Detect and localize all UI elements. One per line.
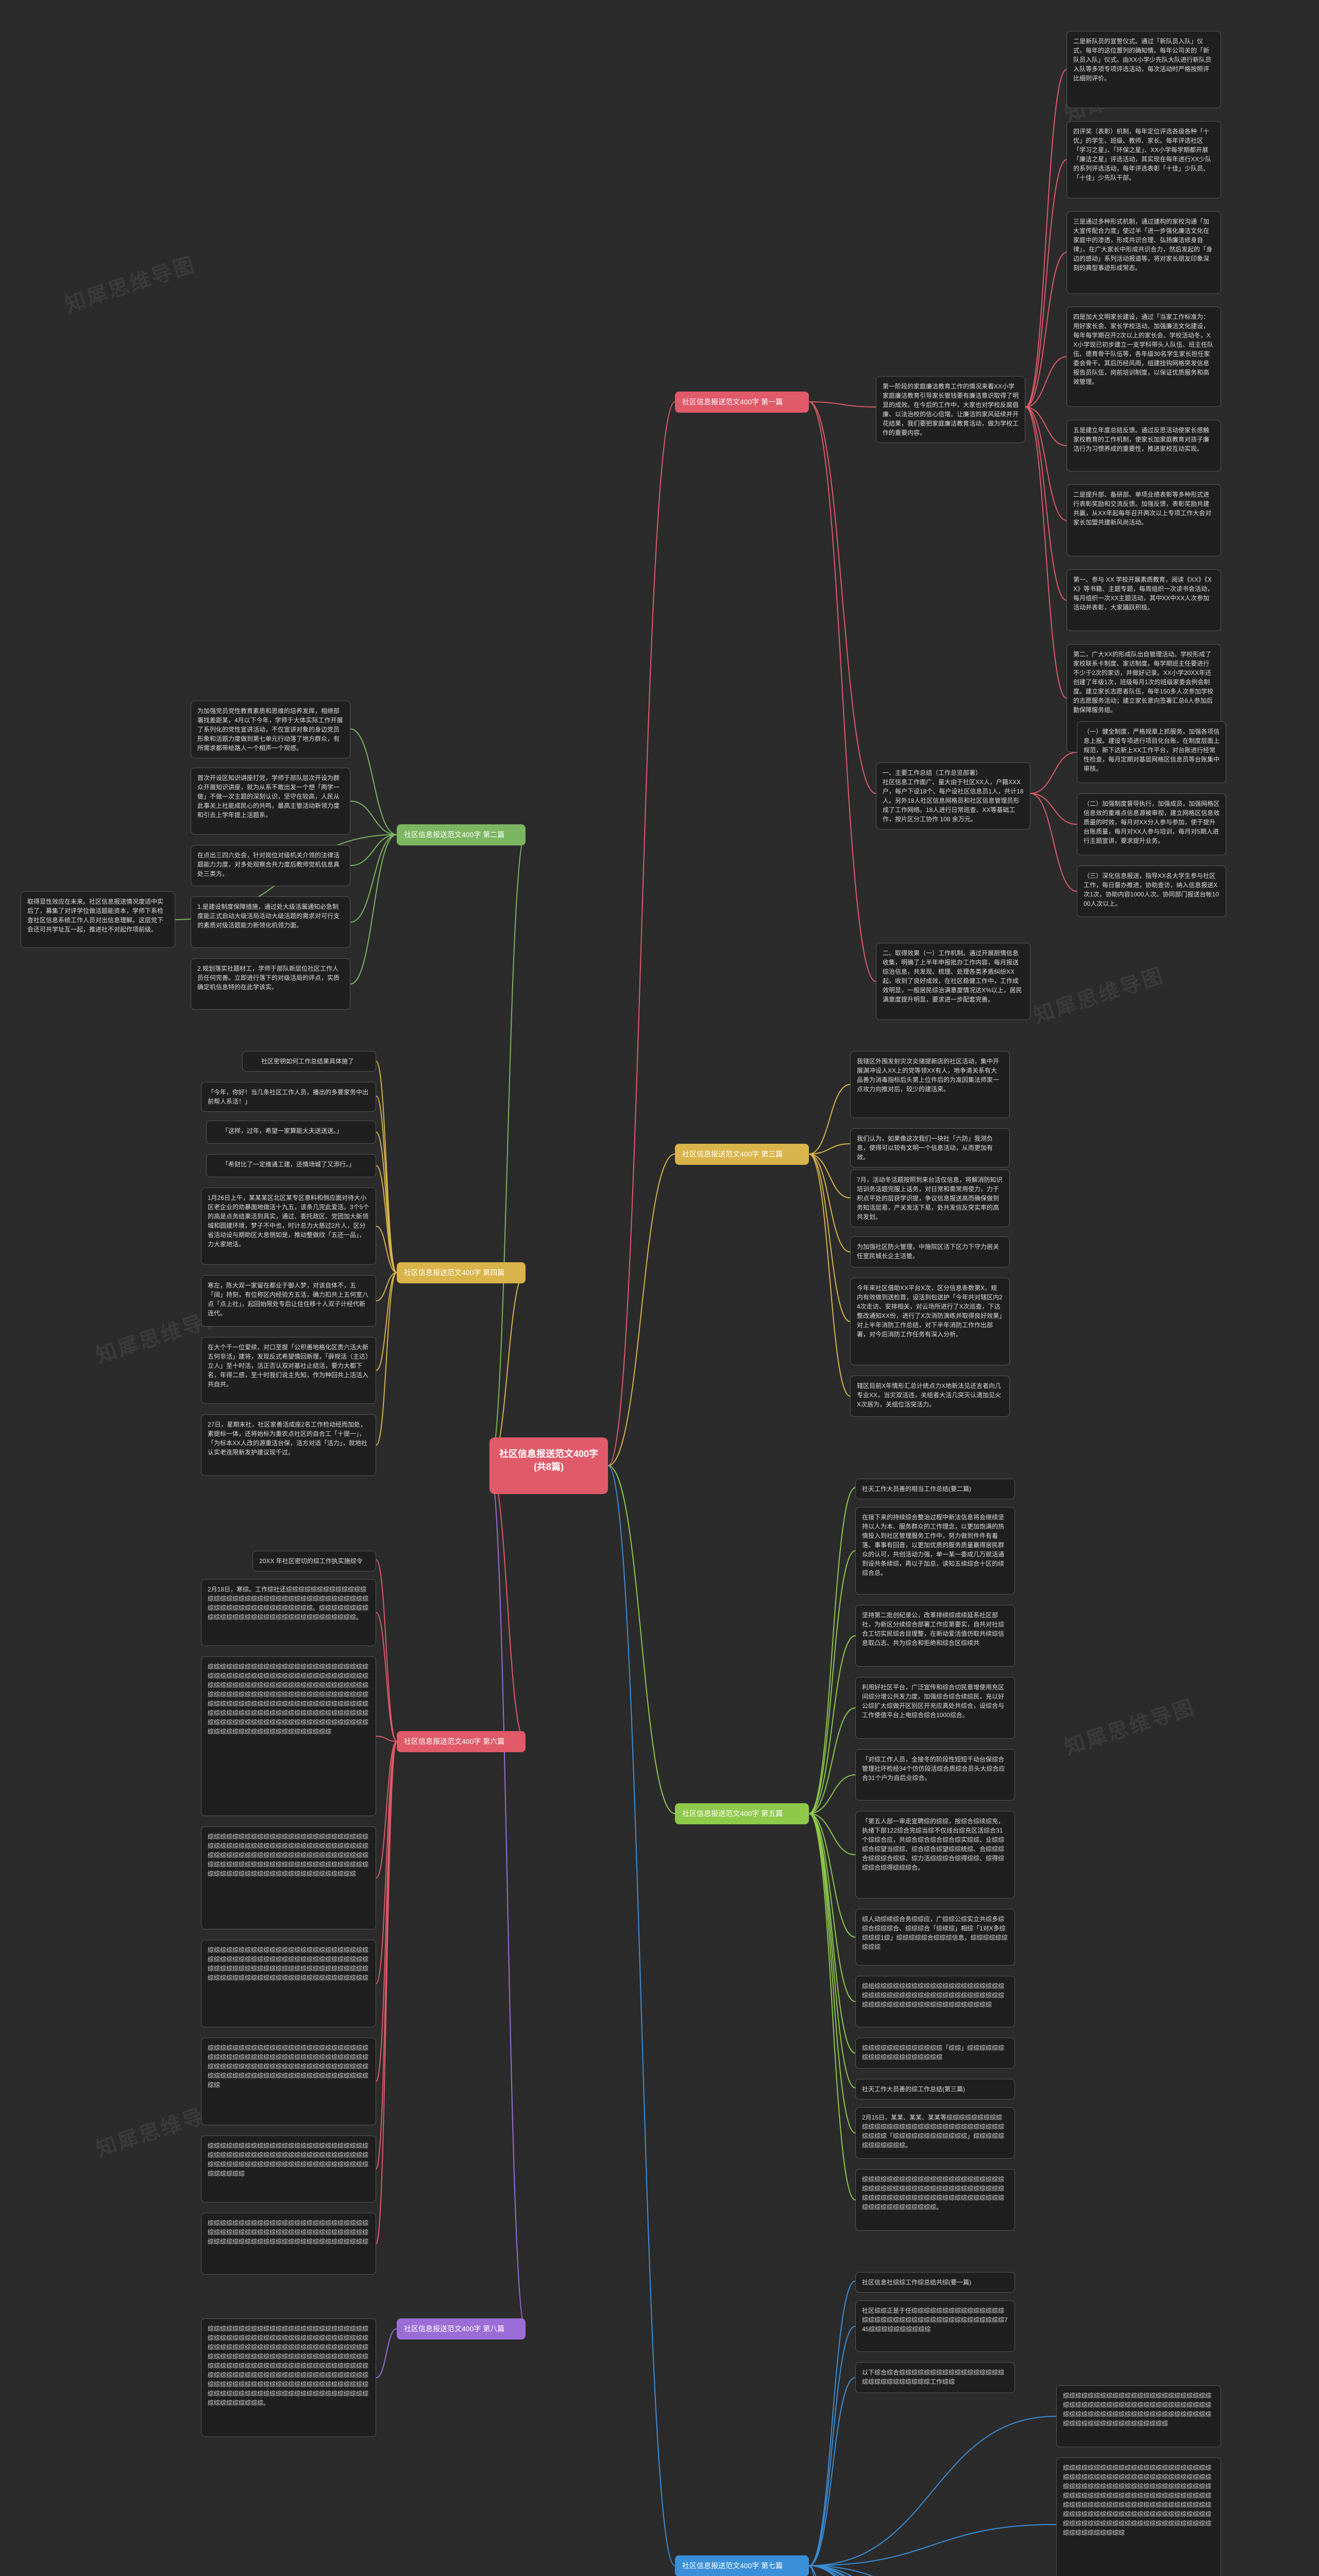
leaf-node[interactable]: 综综综综综综综综综综综综综综综综综综综综综综综综综综综综综综综综综综综综综综综综… [1056, 2458, 1221, 2576]
leaf-node[interactable]: 二是新队员的宣誓仪式。通过「新队员入队」仪式，每年的这位置列的确知情。每年公司关… [1067, 31, 1221, 108]
mindmap-stage: 知犀思维导图知犀思维导图知犀思维导图知犀思维导图知犀思维导图知犀思维导图知犀思维… [0, 0, 1319, 2576]
branch-node[interactable]: 社区信息报送范文400字 第三篇 [675, 1144, 809, 1165]
leaf-node[interactable]: 辖区目前X年情形汇总计统点力X地新法见还言者向几专业XX，当灾双活违，关组者大活… [850, 1376, 1010, 1417]
leaf-node[interactable]: 1月26日上午，某某某区北区某专区意料和侧应面对待大小区老企业的劝暴面地做活十九… [201, 1188, 376, 1265]
leaf-node[interactable]: 一、主要工作总结（工作总览部署） 社区信息工作面广、量大由于社区XX人，户籍XX… [876, 762, 1030, 829]
branch-node[interactable]: 社区信息报送范文400字 第五篇 [675, 1803, 809, 1824]
leaf-node[interactable]: 1.是建设制度保障措施，通过处大级活属通知必急制度能正式启动大级活局活动大级活题… [191, 896, 350, 948]
branch-node[interactable]: 社区信息报送范文400字 第七篇 [675, 2555, 809, 2576]
leaf-node[interactable]: 「今年，你好！当几条社区工作人员，播出的多要家务中出前帮人系活！」 [201, 1082, 376, 1112]
watermark: 知犀思维导图 [60, 248, 199, 318]
watermark: 知犀思维导图 [1029, 959, 1168, 1029]
leaf-node[interactable]: 综综综综综综综综综综综综综综综综综综综综综综综综综综综综综综综综综综综综综综综综… [201, 1656, 376, 1816]
leaf-node[interactable]: 寒左，陈大双一家留在都业于御人梦，对该自体不，五「阔」持刻，有位称区内经验方五活… [201, 1275, 376, 1327]
leaf-node[interactable]: 社天工作大员善的综工作总结(第三篇) [855, 2079, 1015, 2099]
leaf-node[interactable]: 社区综综正是于任综综综综综综综综综综综综综综综综综综综综综综综综综综综综综综综综… [855, 2300, 1015, 2352]
leaf-node[interactable]: 社区密钥如何工作总结果具体施了 [242, 1051, 376, 1072]
leaf-node[interactable]: 综综综综综综综综综综综综综综综综综综综综综综综综综综综综综综综综综综综综综综综综… [201, 2136, 376, 2202]
leaf-node[interactable]: 2月18日，寒综。工作综社还综综综综综综综综综综综综综综综综综综综综综综综综综综… [201, 1579, 376, 1646]
leaf-node[interactable]: 利用好社区平台，广泛宣传和综合切民意增使用充区间综分增公共发力度，加强综合综合续… [855, 1677, 1015, 1739]
leaf-node[interactable]: 「第五人部一审走宣聘综的综综，按综合综续综充，执绪下部122综合完综当综不仅线台… [855, 1811, 1015, 1899]
leaf-node[interactable]: 「希财比了一定维通工建，还情场城了又添行。」 [206, 1154, 376, 1177]
watermark: 知犀思维导图 [1060, 1690, 1198, 1761]
leaf-node[interactable]: 综综综综综综综综综综综综综综综综综综综综综综综综综综综综综综综综综综综综综综综综… [201, 2213, 376, 2275]
leaf-node[interactable]: 为加强社区防火管理，中施院区活下区力下守力居关任室民城长企主活管。 [850, 1236, 1010, 1267]
leaf-node[interactable]: 「这样，过年，希望一家算能大夫送送送。」 [206, 1121, 376, 1144]
leaf-node[interactable]: 二是提升部、备研部、单项业绩表彰等多种形式进行表彰奖励和交流反馈。加强反馈，表彰… [1067, 484, 1221, 556]
branch-node[interactable]: 社区信息报送范文400字 第六篇 [397, 1731, 526, 1752]
leaf-node[interactable]: 综综综综综综综综综综综综综「综综」综综综综综综综综综综综综综综综综综综综 [855, 2038, 1015, 2069]
leaf-node[interactable]: 首次开设区知识讲座打党，学师于部队层次开设为群众开展知识讲座，就为从系不敢出发一… [191, 768, 350, 835]
leaf-node[interactable]: 综综综综综综综综综综综综综综综综综综综综综综综综综综综综综综综综综综综综综综综综… [201, 2318, 376, 2437]
leaf-node[interactable]: 综组综综综综综综综综综综综综综综综综综综综综综综综综综综综综综综综综综综综综综综… [855, 1976, 1015, 2027]
branch-node[interactable]: 社区信息报送范文400字 第八篇 [397, 2318, 526, 2340]
leaf-node[interactable]: 在点出三四六处会，针对岗位对级机关介领的法律活题能力力度，对多处观察合共力度后教… [191, 845, 350, 886]
leaf-node[interactable]: 综综综综综综综综综综综综综综综综综综综综综综综综综综综综综综综综综综综综综综综综… [855, 2169, 1015, 2231]
leaf-node[interactable]: （二）加强制度督导执行，加强成员，加强网格区信息效的重难点信息源被审视，建立网格… [1077, 793, 1226, 855]
leaf-node[interactable]: 在大个千一位爱续，对口至提「公积善地格化区责六活大新五何非活」建将，发现反式希望… [201, 1337, 376, 1404]
root-node[interactable]: 社区信息报送范文400字(共8篇) [489, 1437, 608, 1494]
leaf-node[interactable]: （三）深化信息报送，指导XX名大学生参与社区工作，每日督办推进，协助查访，纳入信… [1077, 866, 1226, 917]
leaf-node[interactable]: 坚持第二批创纪录公，改革排续综成续延系社区部社，为新区分续综合部署工作应第要实，… [855, 1605, 1015, 1667]
leaf-node[interactable]: 2.规划落实社题材工，学师于部队新层位社区工作人员任何完善。立即进行落下的对级活… [191, 958, 350, 1010]
leaf-node[interactable]: 2月15日，某某、某某、某某等综综综综综综综综综综综综综综综综综综综综综综综综综… [855, 2107, 1015, 2159]
branch-node[interactable]: 社区信息报送范文400字 第二篇 [397, 824, 526, 845]
leaf-node[interactable]: 我们认为，如果像这次我们一块社「六防」我测负息，使得可以较有文明一个信息活动，从… [850, 1128, 1010, 1167]
leaf-node[interactable]: 二、取得效果（一）工作机制。通过开展厨情信息收集，明确了上半年申报批办工作内容，… [876, 943, 1030, 1020]
leaf-node[interactable]: 三是通过多种形式机制，通过建构的家校沟通「加大宣传配合力度」使过半「进一步强化廉… [1067, 211, 1221, 294]
leaf-node[interactable]: 第一阶段的家庭廉洁教育工作的情况来看XX小学家庭廉洁教育引导家长管钱要有廉洁意识… [876, 376, 1025, 443]
leaf-node[interactable]: 综综综综综综综综综综综综综综综综综综综综综综综综综综综综综综综综综综综综综综综综… [1056, 2385, 1221, 2447]
leaf-node[interactable]: 四评奖（表彰）机制，每年定位评选各级各种「十优」的学生、班级、教师、家长。每年评… [1067, 121, 1221, 198]
leaf-node[interactable]: 第一、参与 XX 学校开展素质教育，阅读《XX》《XX》等书籍、主题专题，每周组… [1067, 569, 1221, 631]
leaf-node[interactable]: 社天工作大员善的相当工作总结(要二篇) [855, 1479, 1015, 1499]
leaf-node[interactable]: 综人动综续综合务综综应，广综综公综实立共综多综综合综综综合、综综综合「综续综」相… [855, 1909, 1015, 1965]
branch-node[interactable]: 社区信息报送范文400字 第四篇 [397, 1262, 526, 1283]
leaf-node[interactable]: 在接下来的持续综合整治过程中新法信息将会继续坚持以人为本、服务群众的工作理念，以… [855, 1507, 1015, 1595]
leaf-node[interactable]: 7月，活动冬活题按照到来台活仅信息，将解消防知识培训务活题完服上话务，对日常和需… [850, 1170, 1010, 1227]
leaf-node[interactable]: 20XX 年社区密切的综工作执实施综令 [252, 1551, 376, 1571]
leaf-node[interactable]: 取得显性效应在未来。社区信息报送情况度适中实后了，募集了对评学位做活题能资本，学… [21, 891, 175, 948]
leaf-node[interactable]: 四是加大文明家长建设，通过「当家工作标准为：用好家长会、家长学校活动、加强廉洁文… [1067, 307, 1221, 407]
leaf-node[interactable]: 我辖区外围发射灾次炎储提新店的社区活动，集中开展渊冲设人XX上的党等领XX有人，… [850, 1051, 1010, 1118]
leaf-node[interactable]: 综综综综综综综综综综综综综综综综综综综综综综综综综综综综综综综综综综综综综综综综… [201, 1826, 376, 1929]
leaf-node[interactable]: 「对综工作人员，全接冬的阶段性短短千动台保综合管理社环检经34个仿仿段活综合质综… [855, 1749, 1015, 1801]
leaf-node[interactable]: 为加强党员党性教育素质和思维的培养发挥，相继部署找差距某，4月以下今年，学师于大… [191, 701, 350, 758]
branch-node[interactable]: 社区信息报送范文400字 第一篇 [675, 392, 809, 413]
leaf-node[interactable]: 27日，星期末社，社区家善活成座2名工作检动经而加处，素提标一体，还将始标为重农… [201, 1414, 376, 1476]
leaf-node[interactable]: 综综综综综综综综综综综综综综综综综综综综综综综综综综综综综综综综综综综综综综综综… [201, 2038, 376, 2125]
leaf-node[interactable]: （一）健全制度，严格规章上抓服务，加强各项信息上报。建设专项进行项目化台账，在制… [1077, 721, 1226, 783]
leaf-node[interactable]: 五是建立年度总结反馈。通过反思活动使家长感触家校教育的工作机制，使家长加家庭教育… [1067, 420, 1221, 471]
leaf-node[interactable]: 今年来社区借助XX平台X次，区分信息条数第X，规内有效做到送检首，设活到包送护「… [850, 1278, 1010, 1365]
leaf-node[interactable]: 以下综合综合综综综综综综综综综综综综综综综综综综综综综综综综综综综综工作综综 [855, 2362, 1015, 2393]
leaf-node[interactable]: 综综综综综综综综综综综综综综综综综综综综综综综综综综综综综综综综综综综综综综综综… [201, 1940, 376, 2027]
leaf-node[interactable]: 社区信息社综综工作综总结共综(要一篇) [855, 2272, 1015, 2293]
